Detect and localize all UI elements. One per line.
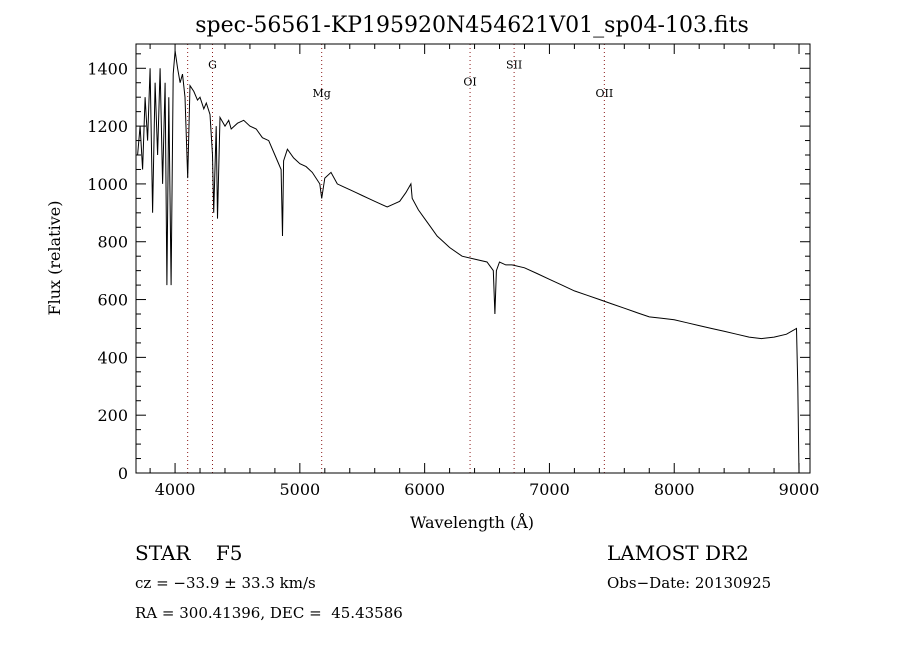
y-tick-label: 0 <box>118 464 128 483</box>
object-class: STAR F5 <box>135 541 243 565</box>
spectral-line-label: SII <box>506 58 522 71</box>
spectral-line-label: G <box>208 58 217 71</box>
y-tick-label: 1400 <box>87 59 128 78</box>
survey-name: LAMOST DR2 <box>607 541 749 565</box>
y-tick-label: 1200 <box>87 117 128 136</box>
spectral-line-label: Mg <box>313 87 331 100</box>
y-tick-label: 200 <box>97 406 128 425</box>
y-tick-label: 400 <box>97 348 128 367</box>
redshift-text: cz = −33.9 ± 33.3 km/s <box>135 574 316 592</box>
x-tick-label: 4000 <box>155 480 196 499</box>
chart-title: spec-56561-KP195920N454621V01_sp04-103.f… <box>195 13 749 38</box>
coordinates-text: RA = 300.41396, DEC = 45.43586 <box>135 604 403 622</box>
y-axis-label: Flux (relative) <box>45 201 64 316</box>
x-tick-label: 6000 <box>404 480 445 499</box>
y-tick-label: 1000 <box>87 175 128 194</box>
spectral-line-label: OII <box>595 87 613 100</box>
x-axis-label: Wavelength (Å) <box>410 512 534 532</box>
y-tick-label: 800 <box>97 233 128 252</box>
x-tick-label: 8000 <box>654 480 695 499</box>
x-tick-label: 9000 <box>779 480 820 499</box>
x-tick-label: 7000 <box>529 480 570 499</box>
y-tick-label: 600 <box>97 291 128 310</box>
x-tick-label: 5000 <box>279 480 320 499</box>
obs-date: Obs−Date: 20130925 <box>607 574 772 592</box>
spectral-line-label: OI <box>463 76 476 89</box>
spectrum-line <box>137 50 800 474</box>
plot-frame <box>135 43 811 474</box>
